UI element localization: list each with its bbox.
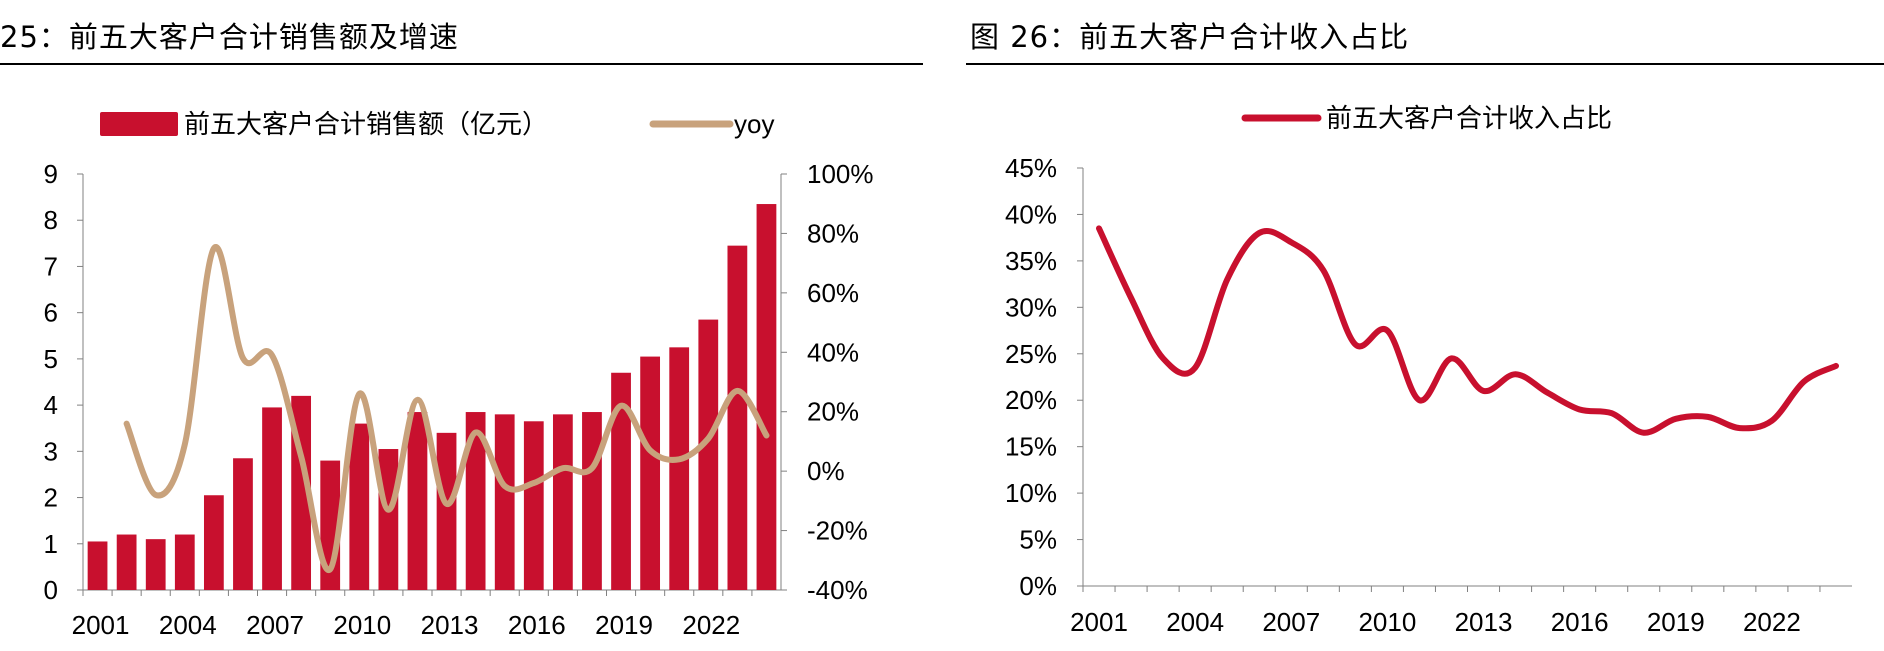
sales-bar	[436, 432, 457, 590]
sales-bar	[203, 495, 224, 590]
x-tick-label: 2007	[246, 610, 304, 640]
left-y-tick-label: 9	[44, 159, 58, 189]
sales-bar	[494, 414, 515, 590]
sales-bar	[174, 534, 195, 590]
sales-bar	[349, 423, 370, 590]
x-tick-label: 2022	[682, 610, 740, 640]
sales-bar	[407, 412, 428, 590]
left-tick-labels: 0 1 2 3 4 5 6 7 8 9 -40% -20% 0% 20% 40% 60% 80% 100% 2001…	[44, 159, 874, 640]
right-chart-x-tick-label: 2007	[1262, 607, 1320, 637]
legend-share-label: 前五大客户合计收入占比	[1326, 103, 1612, 133]
right-y-tick-label: 60%	[807, 278, 859, 308]
right-y-tick-label: -40%	[807, 575, 868, 605]
right-axes	[1077, 167, 1852, 592]
right-chart-x-tick-label: 2016	[1551, 607, 1609, 637]
left-axes	[77, 173, 787, 596]
sales-bar	[552, 414, 573, 590]
sales-bar	[698, 319, 719, 590]
left-y-tick-label: 1	[44, 529, 58, 559]
sales-bar	[233, 458, 253, 590]
right-chart-x-tick-label: 2013	[1455, 607, 1513, 637]
x-tick-label: 2001	[72, 610, 130, 640]
right-y-tick-label: 40%	[807, 337, 859, 367]
right-legend: 前五大客户合计收入占比	[1241, 103, 1612, 133]
x-tick-label: 2019	[595, 610, 653, 640]
left-y-tick-label: 6	[44, 298, 58, 328]
left-chart: 0 1 2 3 4 5 6 7 8 9 -40% -20% 0% 20% 40% 60% 80% 100% 2001…	[44, 109, 874, 640]
left-y-tick-label: 5	[44, 344, 58, 374]
right-tick-labels: 0% 5% 10% 15% 20% 25% 30% 35% 40% 45% 2001 2004 2007…	[1005, 153, 1801, 637]
revenue-share-line	[1096, 225, 1839, 436]
left-y-tick-label: 4	[44, 390, 58, 420]
right-chart-y-tick-label: 5%	[1019, 525, 1057, 555]
right-y-tick-label: 100%	[807, 159, 874, 189]
sales-bar	[640, 356, 661, 590]
legend-bar-label: 前五大客户合计销售额（亿元）	[184, 109, 548, 139]
sales-bar	[145, 539, 166, 590]
sales-bar	[669, 347, 690, 590]
sales-bar	[756, 204, 777, 591]
left-title-rule	[0, 63, 923, 65]
sales-bar	[582, 412, 602, 590]
left-legend: 前五大客户合计销售额（亿元） yoy	[100, 109, 774, 139]
sales-bar	[116, 534, 137, 590]
right-chart-y-tick-label: 30%	[1005, 292, 1057, 322]
right-figure-title: 图 26：前五大客户合计收入占比	[970, 20, 1410, 54]
right-chart-x-tick-label: 2019	[1647, 607, 1705, 637]
right-y-tick-label: 0%	[807, 456, 845, 486]
yoy-line	[123, 244, 770, 573]
right-title-rule	[966, 63, 1884, 65]
sales-bar	[465, 412, 486, 590]
left-figure-title: 25：前五大客户合计销售额及增速	[0, 20, 459, 54]
legend-yoy-label: yoy	[734, 109, 774, 139]
left-y-tick-label: 8	[44, 205, 58, 235]
right-chart-y-tick-label: 20%	[1005, 385, 1057, 415]
left-y-tick-label: 2	[44, 483, 58, 513]
right-chart-y-tick-label: 40%	[1005, 199, 1057, 229]
right-chart-y-tick-label: 15%	[1005, 432, 1057, 462]
right-y-tick-label: 20%	[807, 397, 859, 427]
right-chart-x-tick-label: 2022	[1743, 607, 1801, 637]
right-chart-x-tick-label: 2010	[1358, 607, 1416, 637]
left-y-tick-label: 7	[44, 251, 58, 281]
right-chart-x-tick-label: 2001	[1070, 607, 1128, 637]
right-chart-x-tick-label: 2004	[1166, 607, 1224, 637]
x-tick-label: 2004	[159, 610, 217, 640]
sales-bar	[262, 407, 282, 590]
x-tick-label: 2010	[333, 610, 391, 640]
right-chart: 0% 5% 10% 15% 20% 25% 30% 35% 40% 45% 2001 2004 2007…	[1005, 103, 1852, 637]
sales-bar	[87, 541, 108, 590]
sales-bar	[378, 449, 399, 590]
right-y-tick-label: 80%	[807, 218, 859, 248]
right-chart-y-tick-label: 35%	[1005, 246, 1057, 276]
left-y-tick-label: 3	[44, 436, 58, 466]
x-tick-label: 2013	[421, 610, 479, 640]
right-chart-y-tick-label: 45%	[1005, 153, 1057, 183]
sales-bar	[611, 372, 631, 590]
left-y-tick-label: 0	[44, 575, 58, 605]
x-tick-label: 2016	[508, 610, 566, 640]
right-chart-y-tick-label: 0%	[1019, 571, 1057, 601]
right-chart-y-tick-label: 25%	[1005, 339, 1057, 369]
right-chart-y-tick-label: 10%	[1005, 478, 1057, 508]
legend-bar-swatch	[100, 112, 178, 136]
sales-bar	[727, 245, 748, 590]
sales-bar	[523, 421, 544, 590]
sales-bars	[87, 204, 777, 591]
right-y-tick-label: -20%	[807, 516, 868, 546]
